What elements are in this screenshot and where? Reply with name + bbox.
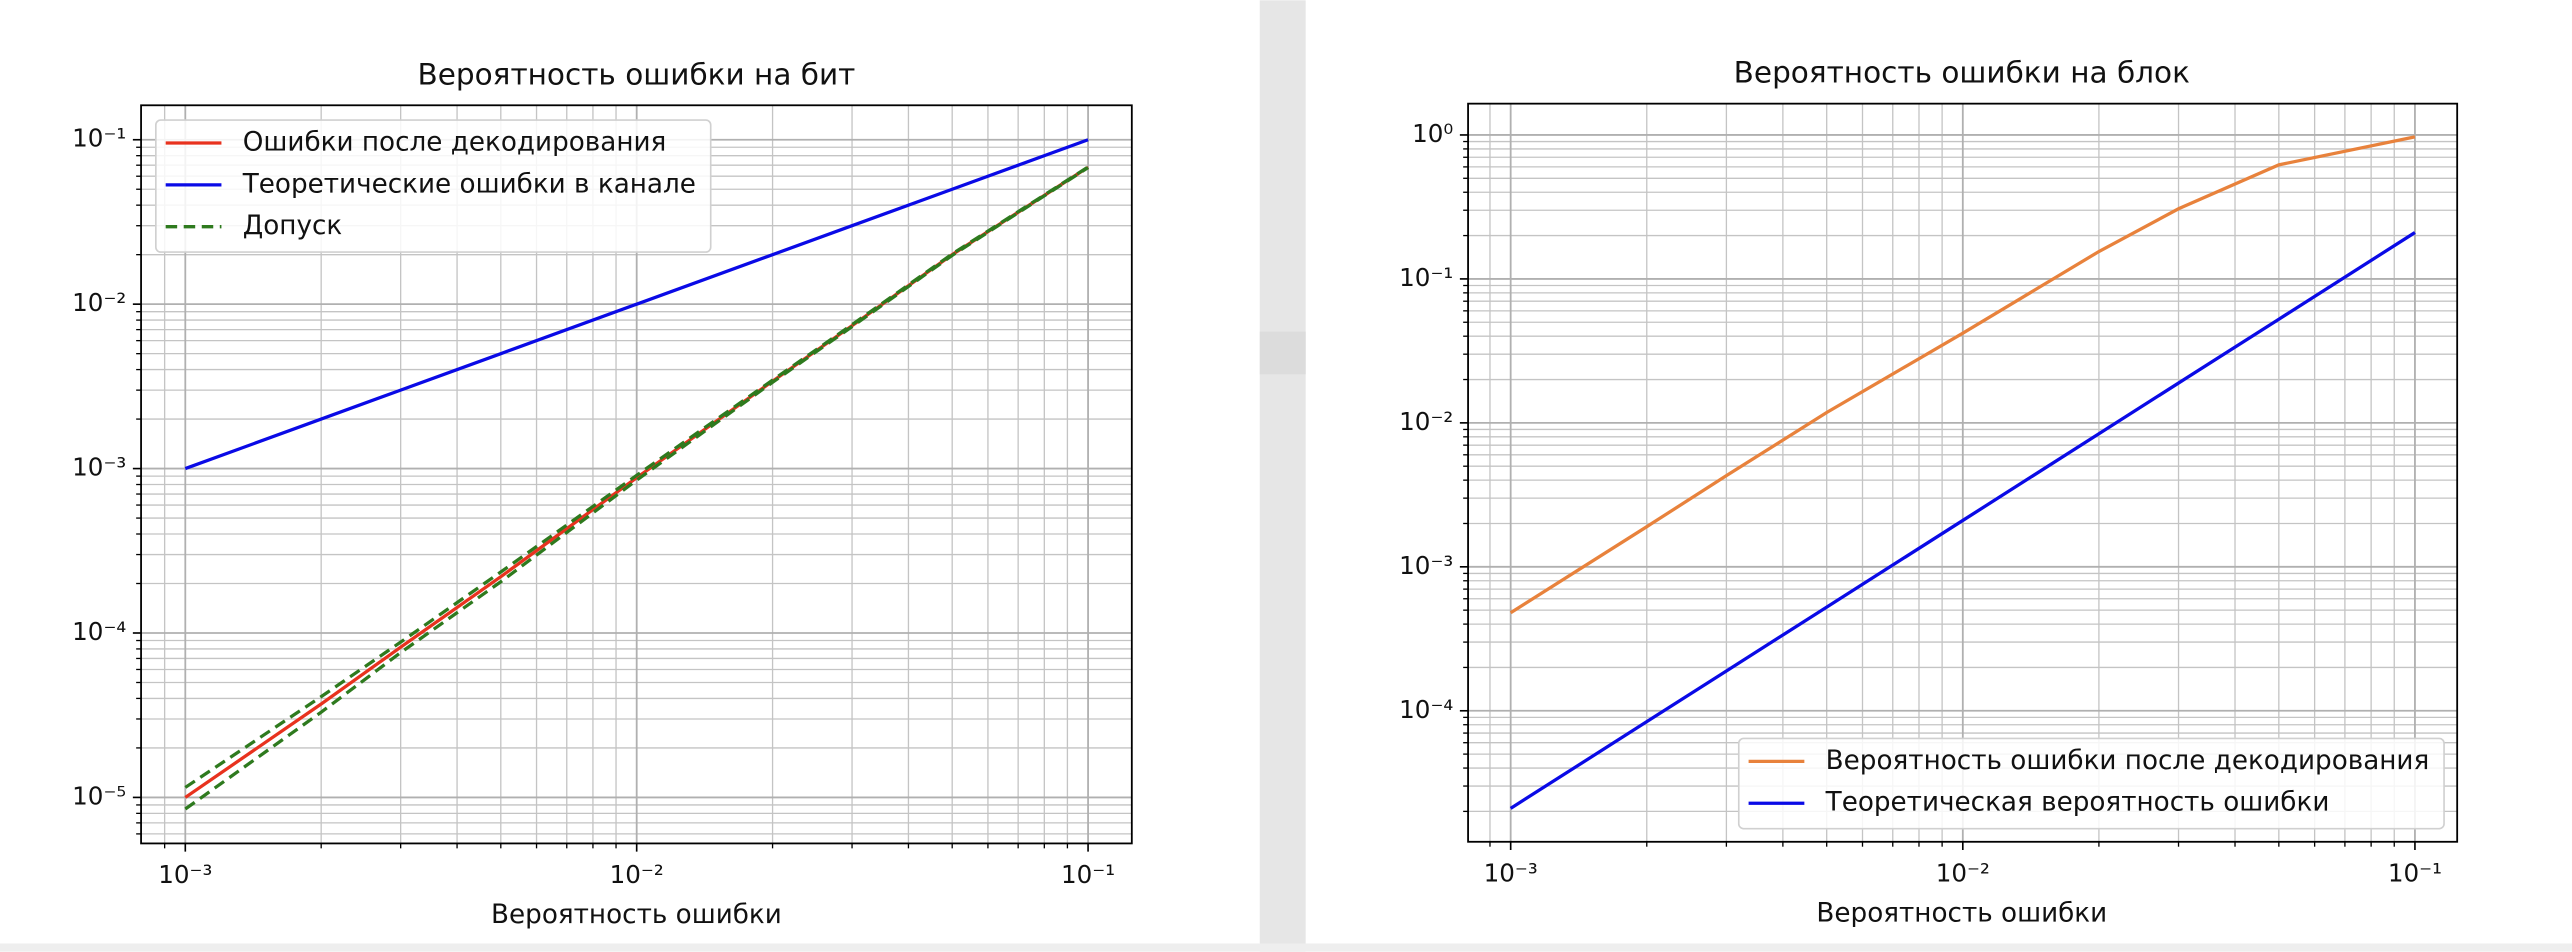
- separator: [1259, 0, 1306, 952]
- series-line: [184, 138, 1089, 471]
- y-tick-label: 10⁻¹: [1399, 263, 1453, 292]
- y-tick-label: 10⁻⁵: [72, 781, 126, 810]
- bottom-edge: [0, 943, 2572, 952]
- series-line: [1509, 231, 2416, 810]
- y-tick-label: 10⁻³: [72, 453, 126, 482]
- y-tick-label: 10⁰: [1412, 119, 1453, 148]
- y-tick-label: 10⁻³: [1399, 551, 1453, 580]
- chart-title: Вероятность ошибки на блок: [1734, 56, 2190, 90]
- y-tick-label: 10⁻²: [72, 288, 126, 317]
- x-tick-label: 10⁻³: [1484, 859, 1538, 888]
- legend-box: [155, 119, 712, 253]
- chart: 10⁻³ 10⁻² 10⁻¹ 10⁻⁴ 10⁻³ 10⁻² 10⁻¹ 10⁰ Вероятнос…: [1399, 102, 2459, 888]
- y-tick-label: 10⁻¹: [72, 124, 126, 153]
- x-axis-label: Вероятность ошибки: [491, 900, 782, 930]
- x-tick-label: 10⁻¹: [1061, 860, 1115, 889]
- series-line: [1509, 135, 2416, 615]
- x-tick-label: 10⁻³: [158, 860, 212, 889]
- plot-frame: [140, 104, 1133, 845]
- plot-frame: [1467, 102, 2459, 843]
- legend-label: Допуск: [243, 211, 343, 241]
- x-tick-label: 10⁻²: [610, 860, 664, 889]
- x-tick-label: 10⁻¹: [2388, 859, 2442, 888]
- scroll-handle[interactable]: [1259, 331, 1306, 375]
- legend-label: Теоретические ошибки в канале: [242, 169, 696, 199]
- legend-label: Ошибки после декодирования: [243, 128, 667, 158]
- x-axis-label: Вероятность ошибки: [1816, 898, 2107, 928]
- legend-box: [1737, 737, 2445, 830]
- y-tick-label: 10⁻⁴: [72, 617, 126, 646]
- y-tick-label: 10⁻⁴: [1399, 695, 1453, 724]
- x-tick-label: 10⁻²: [1936, 859, 1990, 888]
- legend: Ошибки после декодирования Теоретические …: [155, 119, 712, 253]
- chart-title: Вероятность ошибки на бит: [417, 57, 855, 91]
- series-line: [184, 165, 1089, 789]
- legend-label: Теоретическая вероятность ошибки: [1825, 788, 2330, 818]
- legend-label: Вероятность ошибки после декодирования: [1826, 746, 2430, 776]
- y-tick-label: 10⁻²: [1399, 407, 1453, 436]
- legend: Вероятность ошибки после декодирования Те…: [1737, 737, 2445, 830]
- chart: 10⁻³ 10⁻² 10⁻¹ 10⁻⁵ 10⁻⁴ 10⁻³ 10⁻² 10⁻¹ Ошибки п…: [72, 104, 1133, 889]
